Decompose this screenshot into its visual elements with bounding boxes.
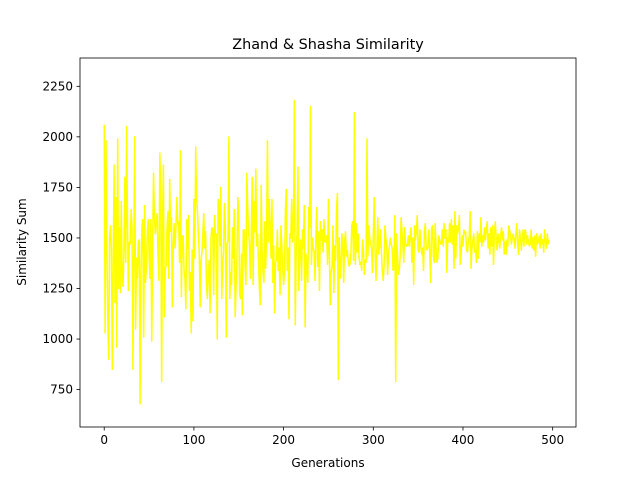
y-tick-label: 1750 bbox=[42, 180, 73, 194]
y-tick-label: 750 bbox=[50, 383, 73, 397]
x-tick-label: 300 bbox=[362, 433, 385, 447]
x-axis-label: Generations bbox=[291, 456, 364, 470]
y-axis-ticks: 750 1000 1250 1500 1750 2000 2250 bbox=[42, 79, 80, 397]
axes-frame bbox=[79, 57, 577, 428]
x-tick-label: 0 bbox=[100, 433, 108, 447]
plot-area bbox=[103, 99, 550, 405]
x-tick-label: 500 bbox=[541, 433, 564, 447]
x-tick-label: 400 bbox=[452, 433, 475, 447]
series-line bbox=[103, 99, 550, 405]
y-tick-label: 1500 bbox=[42, 231, 73, 245]
y-tick-label: 2250 bbox=[42, 79, 73, 93]
x-tick-label: 200 bbox=[272, 433, 295, 447]
chart-title: Zhand & Shasha Similarity bbox=[232, 37, 424, 53]
y-tick-label: 1000 bbox=[42, 332, 73, 346]
y-tick-label: 1250 bbox=[42, 281, 73, 295]
y-tick-label: 2000 bbox=[42, 130, 73, 144]
y-axis-label: Similarity Sum bbox=[15, 198, 29, 285]
x-axis-ticks: 0 100 200 300 400 500 bbox=[100, 427, 564, 447]
x-tick-label: 100 bbox=[182, 433, 205, 447]
